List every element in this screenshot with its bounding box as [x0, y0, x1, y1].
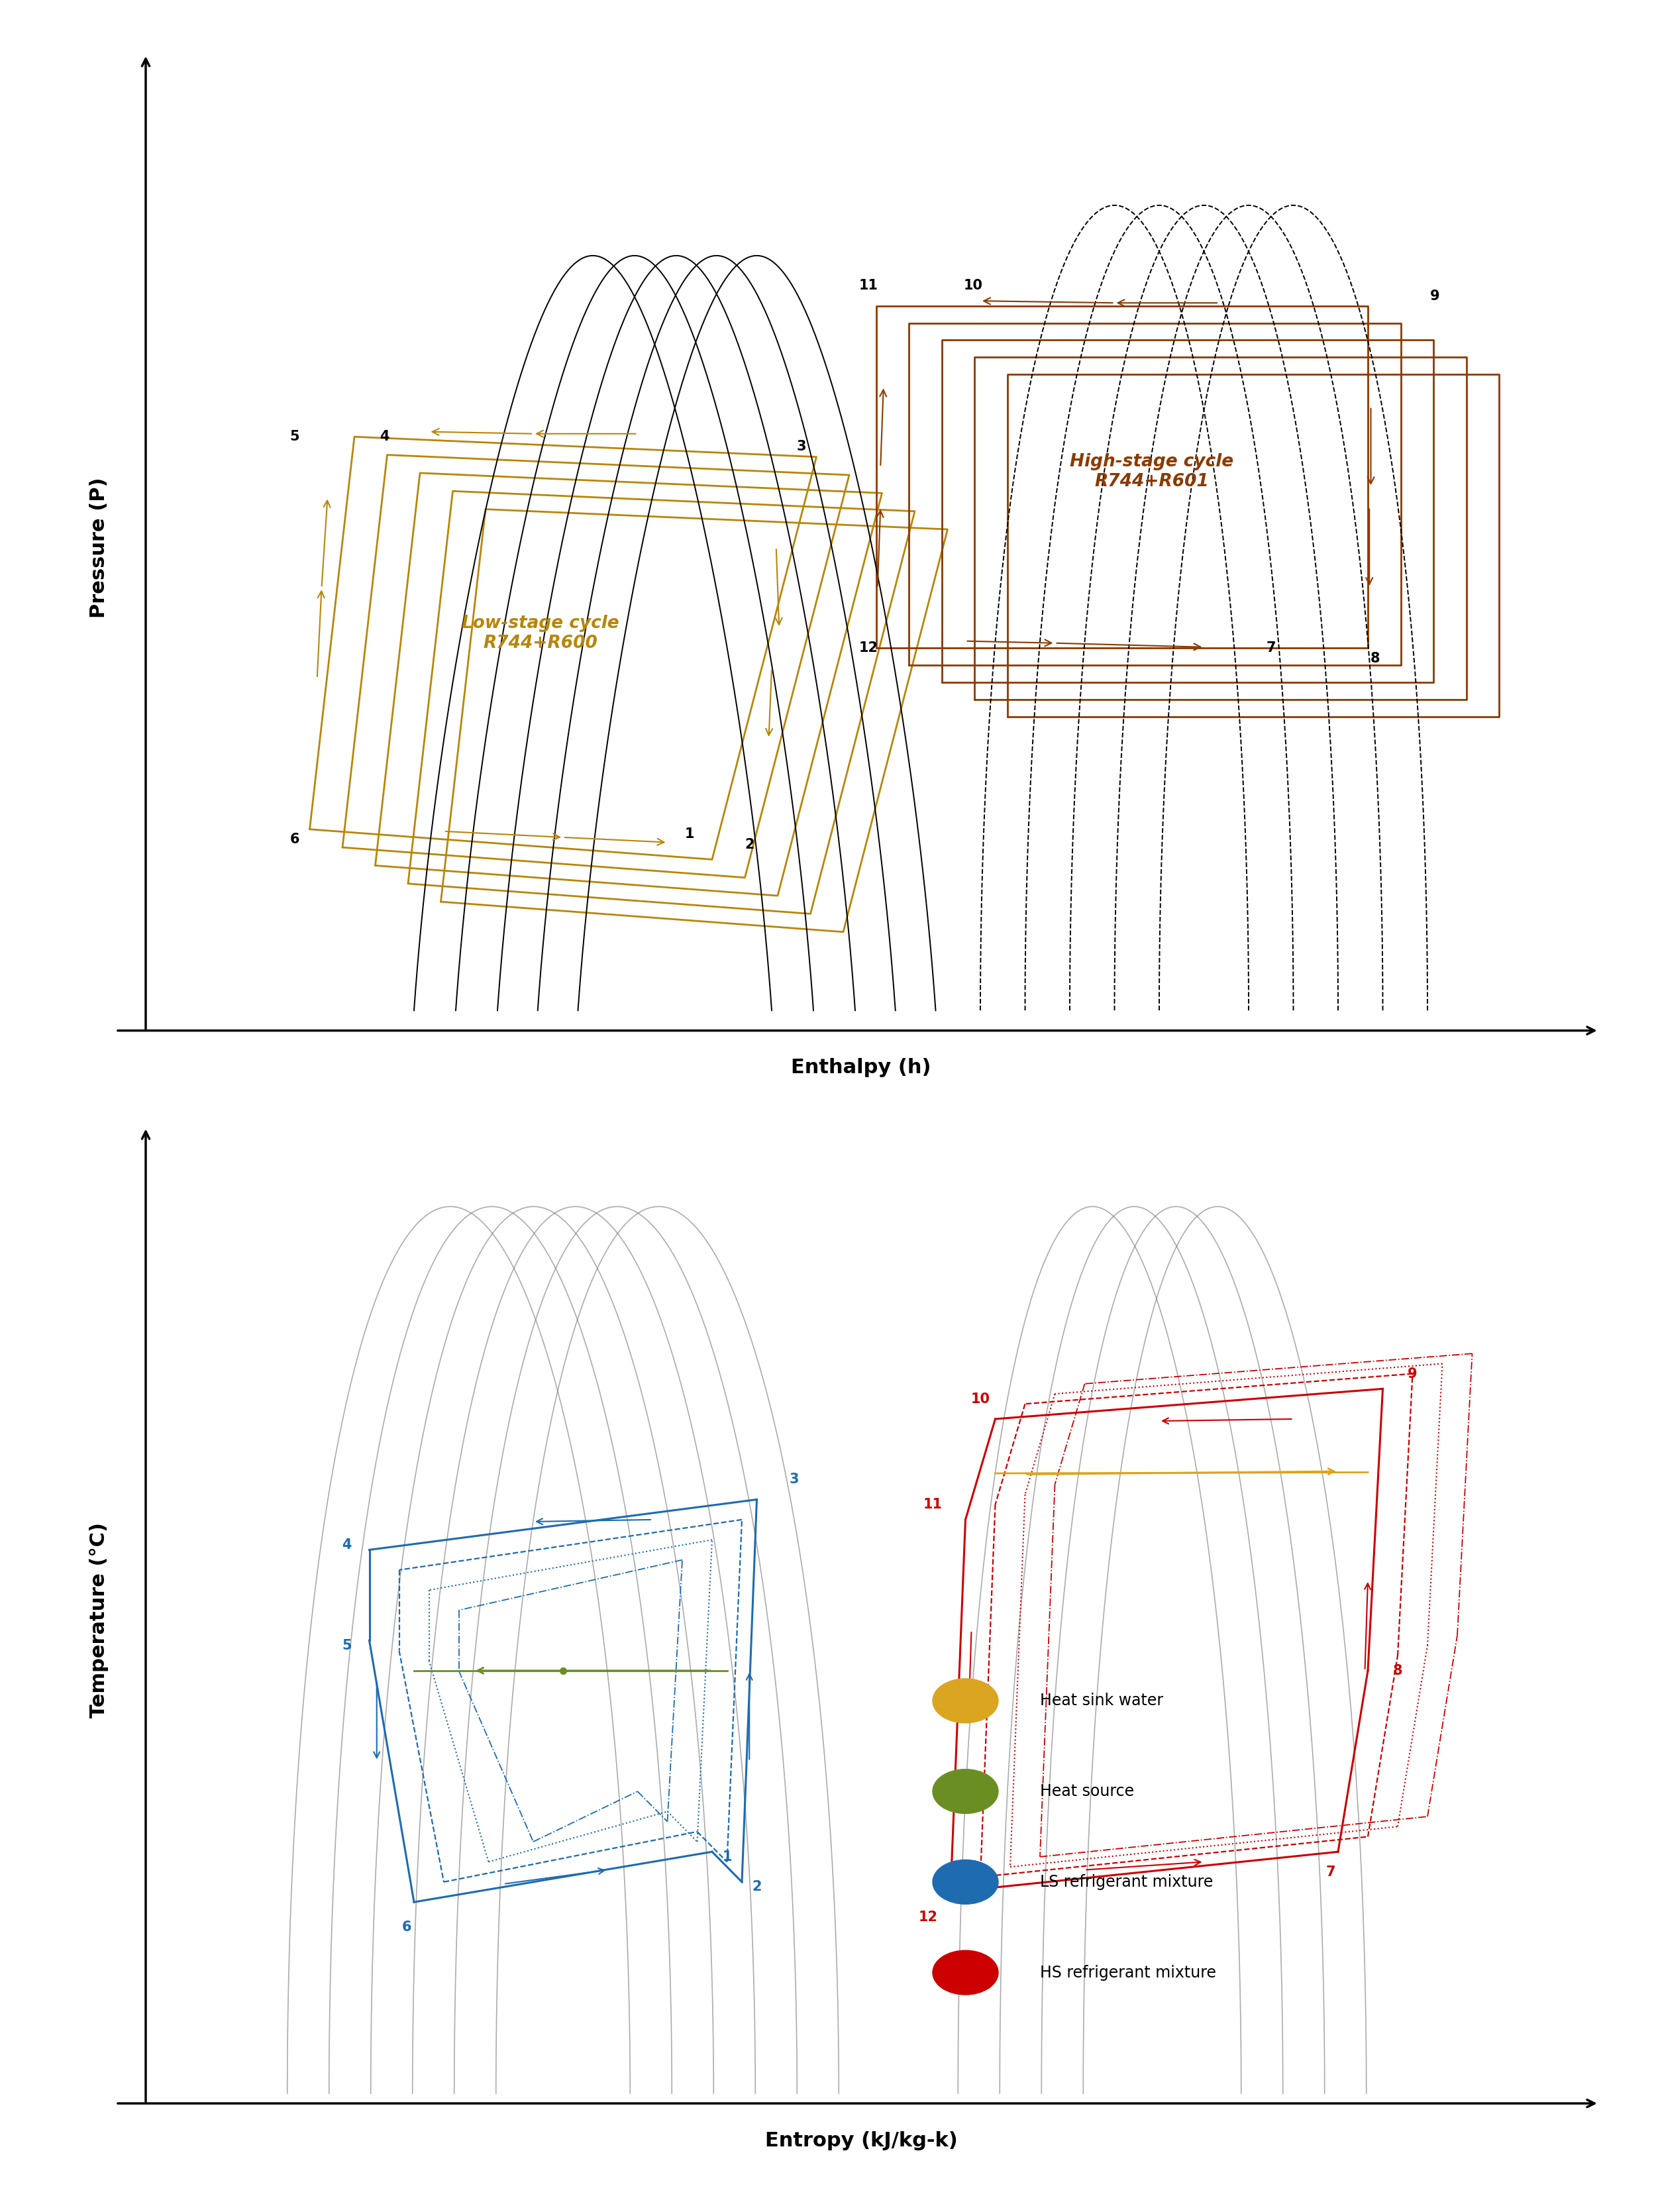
Text: 3: 3	[790, 1473, 798, 1486]
Text: 4: 4	[379, 429, 389, 442]
Text: 1: 1	[686, 827, 694, 841]
Text: High-stage cycle
R744+R601: High-stage cycle R744+R601	[1070, 453, 1234, 491]
Y-axis label: Pressure (P): Pressure (P)	[89, 478, 109, 617]
Text: 8: 8	[1393, 1663, 1403, 1677]
Text: 11: 11	[859, 279, 878, 292]
Text: 5: 5	[290, 429, 300, 442]
Y-axis label: Temperature (°C): Temperature (°C)	[89, 1522, 109, 1719]
Text: 11: 11	[922, 1498, 942, 1511]
Circle shape	[932, 1770, 999, 1814]
Text: 1: 1	[722, 1849, 732, 1863]
Text: 2: 2	[745, 838, 753, 852]
Text: 3: 3	[797, 440, 806, 453]
Text: 2: 2	[752, 1880, 762, 1893]
Text: 7: 7	[1267, 641, 1275, 655]
Text: 12: 12	[859, 641, 878, 655]
Text: 6: 6	[290, 832, 300, 845]
Text: 12: 12	[919, 1911, 937, 1924]
Text: Low-stage cycle
R744+R600: Low-stage cycle R744+R600	[462, 615, 619, 653]
Text: HS refrigerant mixture: HS refrigerant mixture	[1040, 1964, 1216, 1980]
Text: Heat source: Heat source	[1040, 1783, 1134, 1798]
Text: Heat sink water: Heat sink water	[1040, 1692, 1163, 1708]
Text: 4: 4	[343, 1537, 351, 1551]
Circle shape	[932, 1679, 999, 1723]
Text: 8: 8	[1371, 653, 1379, 666]
Text: 7: 7	[1326, 1865, 1335, 1878]
X-axis label: Enthalpy (h): Enthalpy (h)	[792, 1057, 931, 1077]
Text: 9: 9	[1408, 1367, 1418, 1380]
Text: 10: 10	[964, 279, 982, 292]
Circle shape	[932, 1860, 999, 1905]
Text: 10: 10	[970, 1391, 990, 1405]
X-axis label: Entropy (kJ/kg-k): Entropy (kJ/kg-k)	[765, 2130, 957, 2150]
Text: 5: 5	[343, 1639, 351, 1652]
Text: LS refrigerant mixture: LS refrigerant mixture	[1040, 1874, 1214, 1889]
Text: 6: 6	[402, 1920, 411, 1933]
Text: 9: 9	[1431, 290, 1439, 303]
Circle shape	[932, 1951, 999, 1995]
